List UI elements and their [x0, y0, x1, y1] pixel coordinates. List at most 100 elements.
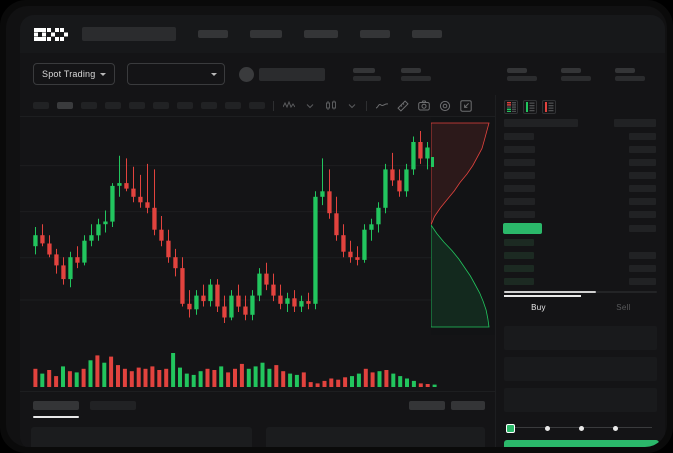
- stat-2: [401, 67, 432, 81]
- bottom-panel: [20, 391, 495, 447]
- table-row[interactable]: [629, 159, 656, 166]
- orderbook-view-toggles: [504, 100, 556, 114]
- percent-stop-75[interactable]: [613, 425, 618, 431]
- bottom-panel-right[interactable]: [266, 427, 485, 447]
- timeframe-3[interactable]: [81, 102, 97, 109]
- stat-4-value: [561, 75, 592, 81]
- percent-stop-50[interactable]: [579, 425, 584, 431]
- timeframe-8[interactable]: [201, 102, 217, 109]
- timeframe-10[interactable]: [249, 102, 265, 109]
- table-row[interactable]: [629, 133, 656, 140]
- stat-4: [561, 67, 592, 81]
- orderbook-view-asks[interactable]: [542, 100, 556, 114]
- nav-item-1[interactable]: [198, 30, 228, 38]
- trading-mode-label: Spot Trading: [42, 69, 96, 79]
- table-row[interactable]: [629, 278, 656, 285]
- table-row[interactable]: [629, 198, 656, 205]
- submit-order-button[interactable]: [504, 440, 659, 447]
- table-row[interactable]: [504, 172, 535, 179]
- table-row[interactable]: [504, 146, 535, 153]
- app-screen: Spot Trading: [20, 15, 665, 447]
- stat-1-value: [353, 75, 382, 81]
- timeframe-9[interactable]: [225, 102, 241, 109]
- nav-item-4[interactable]: [360, 30, 390, 38]
- volume-chart[interactable]: [20, 335, 495, 391]
- tab-buy[interactable]: Buy: [531, 302, 546, 312]
- nav-item-3[interactable]: [304, 30, 338, 38]
- stat-5-label: [615, 67, 636, 73]
- stat-5-value: [615, 75, 646, 81]
- pair-select[interactable]: [127, 63, 226, 85]
- ruler-icon[interactable]: [396, 99, 409, 112]
- top-navigation-bar: [20, 15, 665, 53]
- bottom-action-1[interactable]: [409, 401, 445, 410]
- orderbook-view-both[interactable]: [504, 100, 518, 114]
- table-row[interactable]: [504, 252, 534, 259]
- chevron-down-icon[interactable]: [303, 99, 316, 112]
- pair-avatar: [239, 66, 255, 82]
- camera-icon[interactable]: [417, 99, 430, 112]
- nav-item-5[interactable]: [412, 30, 442, 38]
- table-row[interactable]: [504, 198, 535, 205]
- timeframe-5[interactable]: [129, 102, 145, 109]
- market-depth-overlay[interactable]: [431, 117, 495, 339]
- stat-3: [507, 67, 538, 81]
- order-amount-field[interactable]: [504, 357, 657, 381]
- orderbook-spread-highlight[interactable]: [503, 223, 542, 234]
- chevron-down-icon[interactable]: [345, 99, 358, 112]
- timeframe-7[interactable]: [177, 102, 193, 109]
- table-row[interactable]: [504, 239, 534, 246]
- timeframe-4[interactable]: [105, 102, 121, 109]
- stat-1: [353, 67, 382, 81]
- table-row[interactable]: [504, 159, 535, 166]
- stat-1-label: [353, 67, 376, 73]
- indicator-icon[interactable]: [282, 99, 295, 112]
- search-input[interactable]: [82, 27, 176, 41]
- trading-mode-select[interactable]: Spot Trading: [33, 63, 116, 85]
- volume-series: [33, 353, 437, 387]
- table-row[interactable]: [504, 211, 535, 218]
- stat-5: [615, 67, 646, 81]
- bottom-tab-1[interactable]: [33, 401, 79, 410]
- table-row[interactable]: [504, 185, 535, 192]
- bottom-panel-left[interactable]: [31, 427, 252, 447]
- depth-chart-svg: [431, 117, 495, 339]
- table-row[interactable]: [629, 252, 656, 259]
- line-chart-icon[interactable]: [375, 99, 388, 112]
- table-row[interactable]: [629, 211, 656, 218]
- order-form-tabs: Buy Sell: [496, 295, 665, 319]
- table-row[interactable]: [629, 172, 656, 179]
- orderbook-view-bids[interactable]: [523, 100, 537, 114]
- order-form-tab-indicator: [504, 295, 581, 297]
- timeframe-6[interactable]: [153, 102, 169, 109]
- orderbook-scrollbar[interactable]: [504, 291, 657, 293]
- orderbook-header-price: [504, 119, 578, 127]
- table-row[interactable]: [504, 133, 534, 140]
- tab-sell[interactable]: Sell: [616, 302, 631, 312]
- table-row[interactable]: [504, 278, 534, 285]
- bottom-action-2[interactable]: [451, 401, 485, 410]
- fullscreen-icon[interactable]: [459, 99, 472, 112]
- settings-gear-icon[interactable]: [438, 99, 451, 112]
- nav-item-2[interactable]: [250, 30, 282, 38]
- order-price-field[interactable]: [504, 326, 657, 350]
- percent-slider-handle[interactable]: [506, 424, 515, 433]
- market-subheader: Spot Trading: [20, 53, 665, 95]
- bottom-tab-2[interactable]: [90, 401, 136, 410]
- table-row[interactable]: [629, 265, 656, 272]
- table-row[interactable]: [629, 146, 656, 153]
- percent-slider[interactable]: [506, 422, 656, 434]
- candlestick-type-icon[interactable]: [324, 99, 337, 112]
- timeframe-1[interactable]: [33, 102, 49, 109]
- orderbook-and-order-form: Buy Sell: [495, 95, 665, 447]
- order-total-field[interactable]: [504, 388, 657, 412]
- percent-stop-25[interactable]: [545, 425, 550, 431]
- table-row[interactable]: [629, 225, 656, 232]
- table-row[interactable]: [629, 185, 656, 192]
- timeframe-2[interactable]: [57, 102, 73, 109]
- stat-3-label: [507, 67, 528, 73]
- orderbook-rows[interactable]: [496, 119, 665, 294]
- table-row[interactable]: [504, 265, 534, 272]
- okx-logo[interactable]: [34, 27, 68, 41]
